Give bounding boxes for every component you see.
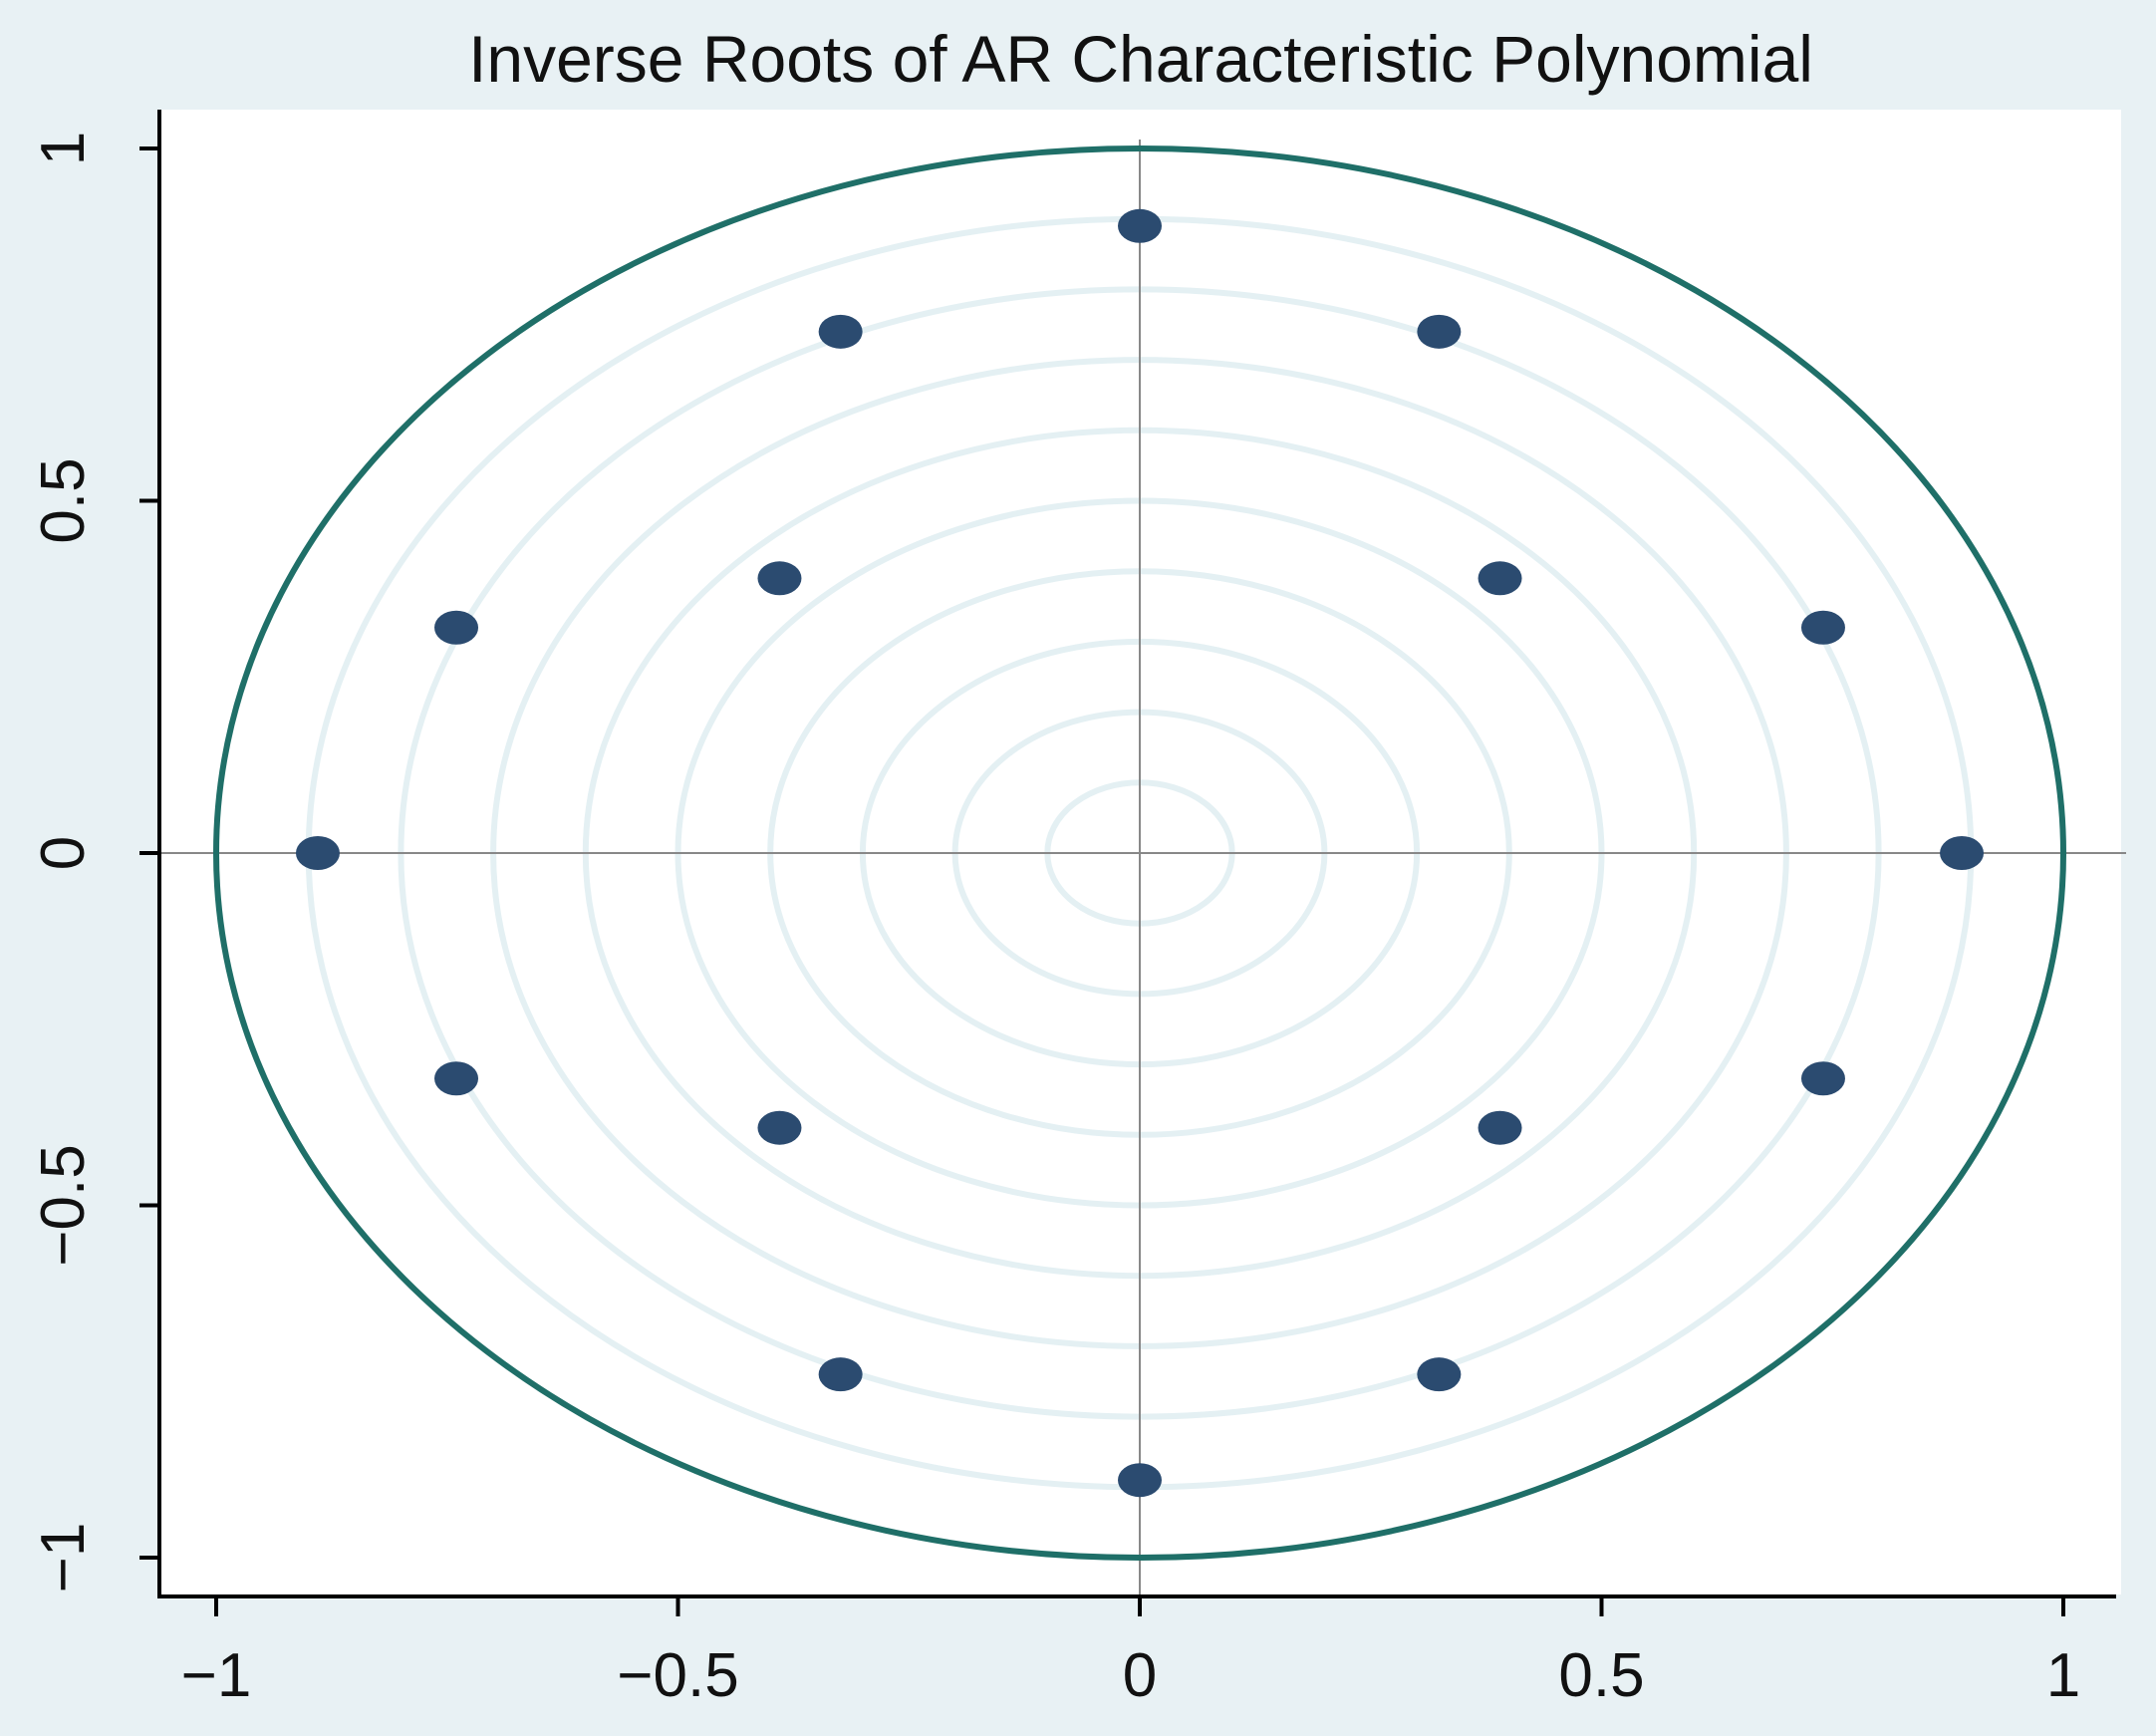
inverse-root-point <box>295 836 340 870</box>
inverse-root-point <box>757 1110 802 1145</box>
y-tick-label: −0.5 <box>29 1144 98 1266</box>
inverse-root-point <box>1478 1110 1522 1145</box>
y-tick-label: 0 <box>29 836 98 870</box>
inverse-root-point <box>1800 1061 1845 1096</box>
inverse-root-point <box>1417 1357 1462 1392</box>
data-points <box>295 208 1985 1498</box>
inverse-root-point <box>1118 1463 1162 1498</box>
chart-title: Inverse Roots of AR Characteristic Polyn… <box>468 22 1813 96</box>
x-tick-label: 0 <box>1123 1641 1157 1710</box>
inverse-root-point <box>1940 836 1985 870</box>
inverse-root-point <box>434 1061 479 1096</box>
inverse-root-point <box>1417 314 1462 349</box>
inverse-root-point <box>1800 610 1845 645</box>
inverse-root-point <box>434 610 479 645</box>
inverse-root-point <box>1478 561 1522 596</box>
y-tick-label: 1 <box>29 132 98 165</box>
inverse-root-point <box>1118 208 1162 243</box>
inverse-root-point <box>818 314 863 349</box>
y-tick-label: 0.5 <box>29 457 98 543</box>
x-tick-label: −0.5 <box>617 1641 738 1710</box>
unit-circle <box>213 145 2066 1561</box>
y-tick-label: −1 <box>29 1523 98 1593</box>
x-axis-ticks: −1 −0.5 0 0.5 1 <box>181 1596 2080 1710</box>
x-tick-label: 0.5 <box>1558 1641 1644 1710</box>
inverse-root-point <box>818 1357 863 1392</box>
unit-circle-group <box>213 145 2066 1561</box>
inverse-root-point <box>757 561 802 596</box>
crosshair-lines <box>159 140 2126 1596</box>
x-tick-label: −1 <box>181 1641 252 1710</box>
y-axis-ticks: −1 −0.5 0 0.5 1 <box>29 132 159 1593</box>
x-tick-label: 1 <box>2046 1641 2080 1710</box>
